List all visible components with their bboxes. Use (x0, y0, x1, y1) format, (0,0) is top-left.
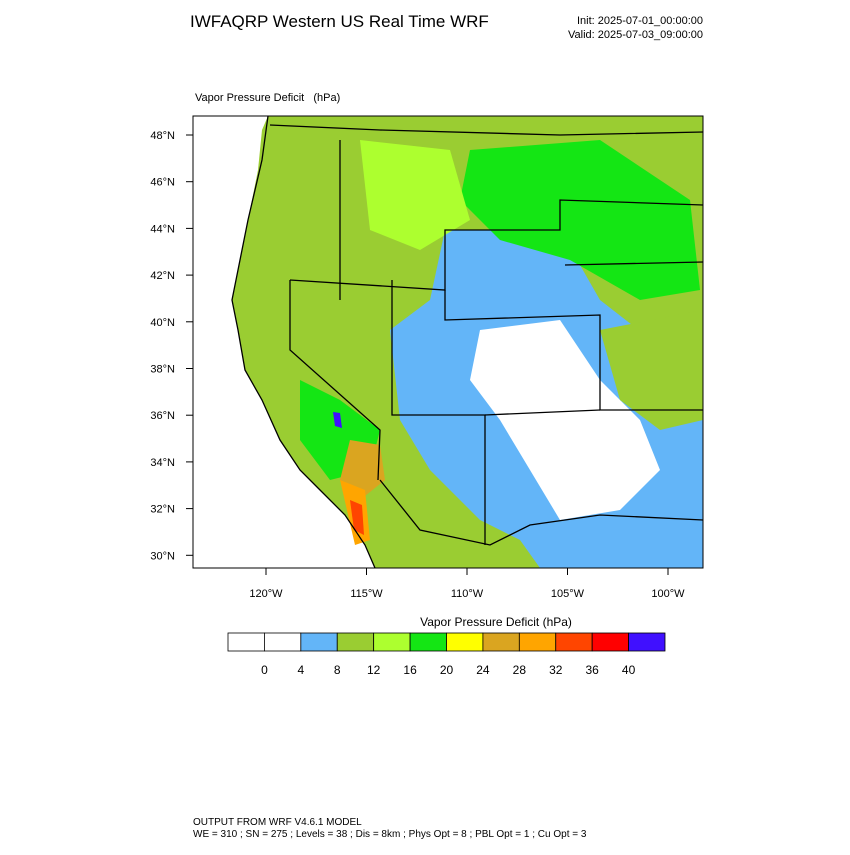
lon-label: 115°W (350, 588, 383, 600)
colorbar-box (264, 632, 302, 652)
lat-label: 36°N (150, 410, 175, 422)
colorbar-tick-label: 8 (334, 663, 341, 677)
lat-label: 32°N (150, 504, 175, 516)
colorbar-box (373, 632, 411, 652)
colorbar-tick-label: 0 (261, 663, 268, 677)
valid-time: Valid: 2025-07-03_09:00:00 (568, 29, 703, 41)
lat-label: 40°N (150, 317, 175, 329)
vpd-violet (333, 412, 342, 428)
colorbar-box (628, 632, 666, 652)
vpd-white (470, 320, 660, 520)
footer-settings: WE = 310 ; SN = 275 ; Levels = 38 ; Dis … (193, 829, 587, 840)
lat-labels: 48°N 46°N 44°N 42°N 40°N 38°N 36°N 34°N 32°N 30°N (150, 130, 193, 562)
title: IWFAQRP Western US Real Time WRF (190, 12, 489, 31)
lon-labels: 120°W 115°W 110°W 105°W 100°W (249, 568, 685, 600)
map-frame (192, 115, 704, 569)
colorbar-tick-label: 28 (513, 663, 527, 677)
colorbar-tick-label: 4 (297, 663, 304, 677)
colorbar-box (482, 632, 520, 652)
lat-label: 46°N (150, 177, 175, 189)
vpd-olive (600, 310, 703, 430)
colorbar-tick-label: 40 (622, 663, 636, 677)
colorbar-box (227, 632, 265, 652)
colorbar-tick-label: 32 (549, 663, 563, 677)
footer-model: OUTPUT FROM WRF V4.6.1 MODEL (193, 817, 362, 828)
colorbar-title: Vapor Pressure Deficit (hPa) (420, 615, 572, 629)
colorbar-tick-label: 16 (403, 663, 417, 677)
colorbar-box (518, 632, 557, 652)
lat-label: 48°N (150, 130, 175, 142)
lon-label: 100°W (651, 588, 685, 600)
lat-label: 30°N (150, 550, 175, 562)
colorbar-box (591, 632, 629, 652)
borders (231, 116, 703, 568)
lat-label: 34°N (150, 457, 175, 469)
colorbar-box (446, 632, 484, 652)
init-time: Init: 2025-07-01_00:00:00 (577, 15, 703, 27)
vpd-lime (460, 140, 700, 300)
colorbar-box (555, 632, 593, 652)
colorbar: 0 4 8 12 16 20 24 28 32 36 40 (227, 632, 666, 677)
colorbar-tick-label: 36 (585, 663, 599, 677)
map (192, 115, 704, 569)
map-label: Vapor Pressure Deficit (hPa) (195, 92, 340, 104)
vpd-yellowgreen (360, 140, 470, 250)
lat-label: 42°N (150, 270, 175, 282)
colorbar-tick-label: 24 (476, 663, 490, 677)
lat-label: 38°N (150, 364, 175, 376)
colorbar-box (300, 632, 338, 652)
colorbar-box (409, 632, 447, 652)
lat-label: 44°N (150, 223, 175, 235)
lon-label: 110°W (451, 588, 484, 600)
vpd-red (350, 500, 364, 535)
lon-label: 105°W (551, 588, 585, 600)
lon-label: 120°W (249, 588, 283, 600)
colorbar-tick-label: 12 (367, 663, 381, 677)
colorbar-tick-label: 20 (440, 663, 454, 677)
colorbar-box (336, 632, 375, 652)
